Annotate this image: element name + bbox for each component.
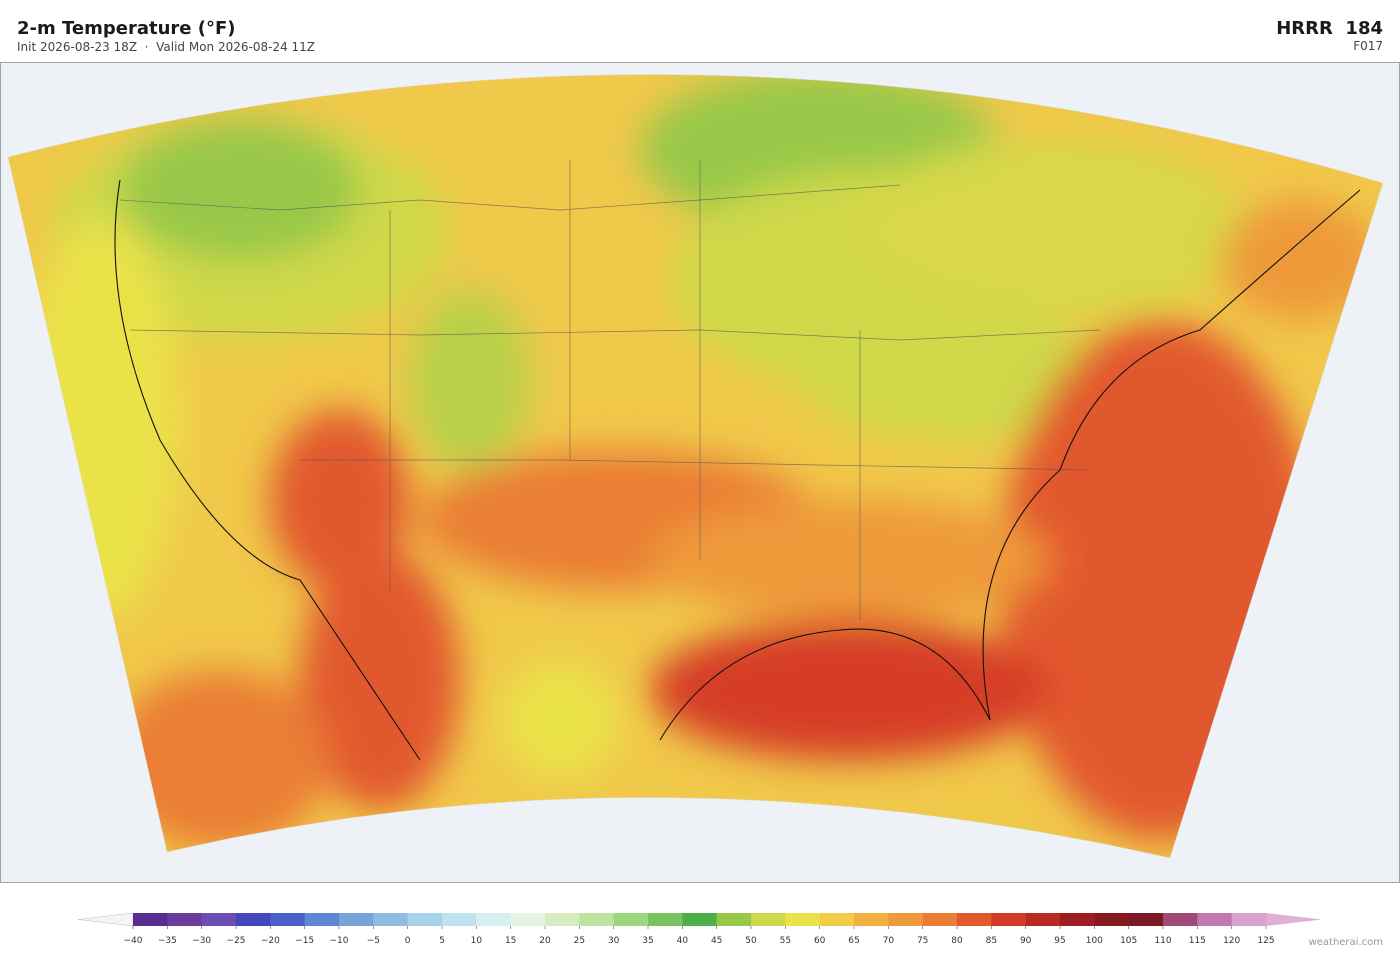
colorbar-segment xyxy=(854,913,889,926)
colorbar-segment xyxy=(339,913,374,926)
domain-outline xyxy=(7,74,1384,859)
colorbar-segment xyxy=(579,913,614,926)
colorbar-under xyxy=(77,912,134,927)
colorbar-segment xyxy=(510,913,546,926)
colorbar-segment xyxy=(957,913,992,926)
colorbar-tick-label: 50 xyxy=(745,936,757,946)
colorbar-segment xyxy=(270,913,305,926)
colorbar-segment xyxy=(888,913,923,926)
colorbar-tick-label: 55 xyxy=(780,936,791,946)
colorbar-tick-label: 80 xyxy=(951,936,963,946)
colorbar-tick-label: −5 xyxy=(367,936,380,946)
colorbar-tick-label: 120 xyxy=(1223,936,1240,946)
colorbar-tick-label: 100 xyxy=(1086,936,1103,946)
colorbar-tick-label: 25 xyxy=(574,936,585,946)
colorbar-segment xyxy=(407,913,443,926)
colorbar-tick-label: −30 xyxy=(192,936,211,946)
colorbar-tick-label: 75 xyxy=(917,936,928,946)
colorbar-tick-label: 85 xyxy=(986,936,997,946)
colorbar-tick-label: 15 xyxy=(505,936,516,946)
subtitle: Init 2026-08-23 18Z · Valid Mon 2026-08-… xyxy=(17,40,315,54)
colorbar-segment xyxy=(1128,913,1164,926)
colorbar-tick-label: 125 xyxy=(1257,936,1274,946)
colorbar-segment xyxy=(201,913,237,926)
forecast-hour: F017 xyxy=(1353,39,1383,53)
colorbar: −40 −35 −30 −25 −20 −15 −10 −5 0 5 10 15 20 25 30 35 40 4… xyxy=(77,912,1322,946)
colorbar-tick-label: −40 xyxy=(124,936,143,946)
colorbar-segment xyxy=(167,913,202,926)
colorbar-tick-label: 65 xyxy=(848,936,859,946)
colorbar-tick-label: 10 xyxy=(471,936,483,946)
colorbar-segment xyxy=(236,913,271,926)
colorbar-segment xyxy=(545,913,580,926)
colorbar-segment xyxy=(922,913,958,926)
colorbar-tick-label: 30 xyxy=(608,936,620,946)
colorbar-segment xyxy=(1060,913,1095,926)
colorbar-segment xyxy=(1231,913,1267,926)
colorbar-segment xyxy=(1197,913,1232,926)
colorbar-segment xyxy=(991,913,1026,926)
colorbar-segment xyxy=(1025,913,1061,926)
colorbar-tick-label: 90 xyxy=(1020,936,1032,946)
colorbar-tick-label: 95 xyxy=(1054,936,1065,946)
colorbar-tick-label: 110 xyxy=(1154,936,1171,946)
colorbar-segment xyxy=(476,913,511,926)
colorbar-tick-label: 20 xyxy=(539,936,551,946)
colorbar-tick-label: 45 xyxy=(711,936,722,946)
model: HRRR 184 xyxy=(1276,18,1383,39)
colorbar-segment xyxy=(716,913,752,926)
colorbar-segment xyxy=(613,913,649,926)
title: 2-m Temperature (°F) xyxy=(17,18,236,39)
colorbar-tick-label: −20 xyxy=(261,936,280,946)
colorbar-tick-label: 5 xyxy=(439,936,445,946)
colorbar-segment xyxy=(1163,913,1198,926)
colorbar-tick-label: 105 xyxy=(1120,936,1137,946)
colorbar-tick-label: 35 xyxy=(642,936,653,946)
colorbar-tick-label: −10 xyxy=(330,936,349,946)
temperature-field xyxy=(8,74,1383,858)
colorbar-tick-label: 115 xyxy=(1189,936,1206,946)
colorbar-tick-label: 40 xyxy=(677,936,689,946)
colorbar-tick-label: 60 xyxy=(814,936,826,946)
colorbar-segment xyxy=(304,913,340,926)
colorbar-tick-label: −15 xyxy=(295,936,314,946)
colorbar-segment xyxy=(442,913,477,926)
colorbar-segment xyxy=(373,913,408,926)
colorbar-segment xyxy=(1094,913,1129,926)
colorbar-tick-label: −25 xyxy=(227,936,246,946)
colorbar-segment xyxy=(133,913,168,926)
colorbar-over xyxy=(1266,913,1322,926)
colorbar-segment xyxy=(648,913,683,926)
colorbar-tick-label: −35 xyxy=(158,936,177,946)
colorbar-segment xyxy=(785,913,820,926)
colorbar-segment xyxy=(819,913,855,926)
colorbar-segment xyxy=(682,913,717,926)
colorbar-segment xyxy=(751,913,786,926)
colorbar-tick-label: 0 xyxy=(405,936,411,946)
credit: weatherai.com xyxy=(1309,937,1383,948)
colorbar-tick-label: 70 xyxy=(883,936,895,946)
